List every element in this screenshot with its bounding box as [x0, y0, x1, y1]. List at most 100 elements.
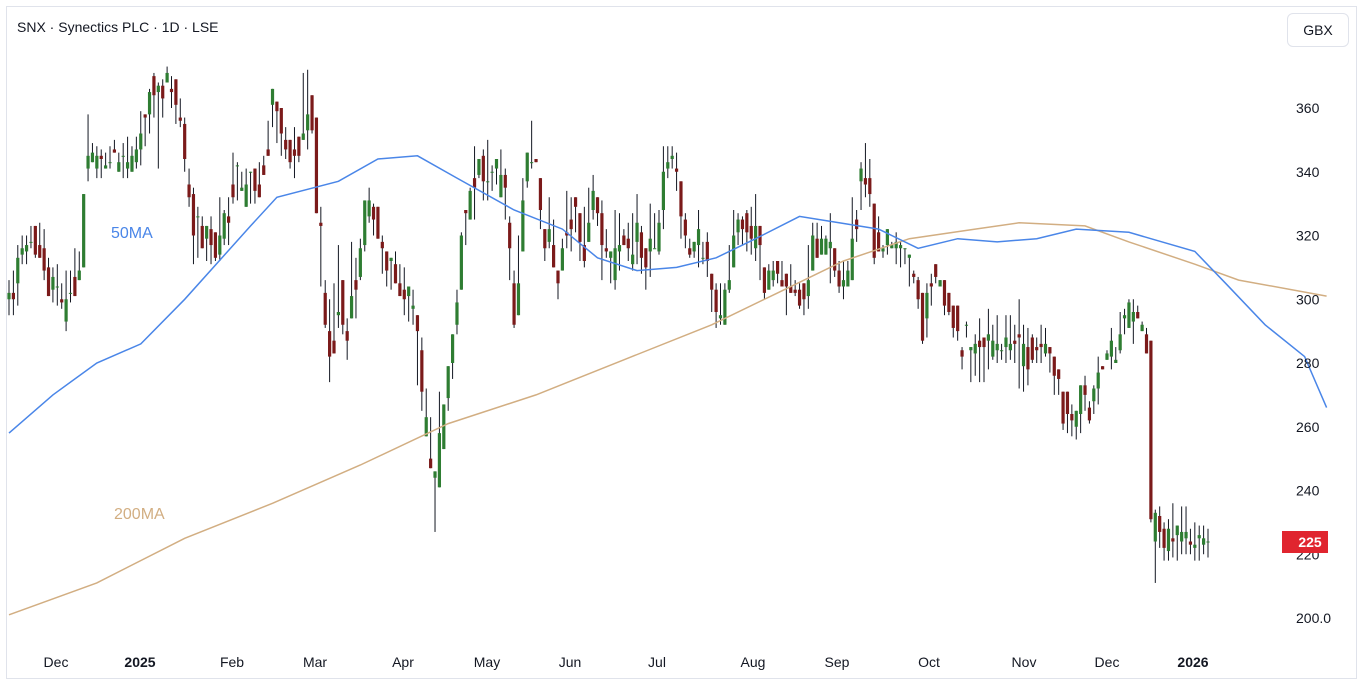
candle-body [1096, 372, 1100, 389]
candle [793, 280, 797, 297]
candle-body [1008, 343, 1012, 351]
candle [947, 292, 951, 316]
candle-body [345, 331, 349, 341]
candle [178, 98, 182, 128]
candle [143, 114, 147, 147]
candle-body [117, 162, 121, 172]
candle [631, 213, 635, 271]
candle-body [442, 404, 446, 450]
candle-body [1004, 337, 1008, 348]
candle-body [490, 171, 494, 173]
candle-body [1188, 541, 1193, 545]
candle-body [1079, 385, 1083, 414]
candle [696, 210, 701, 268]
candle [169, 76, 174, 108]
candle-body [855, 219, 859, 230]
candle-body [1035, 347, 1039, 351]
candle [877, 216, 881, 252]
candle [587, 187, 591, 242]
last-price-tag: 225 [1282, 531, 1328, 553]
candle [828, 213, 832, 284]
candle-body [1131, 312, 1135, 322]
candle-body [525, 152, 529, 182]
candle-body [349, 296, 354, 319]
candle [446, 366, 450, 411]
currency-button[interactable]: GBX [1287, 13, 1349, 47]
candle-body [622, 235, 626, 246]
candle-body [292, 149, 297, 156]
candle [284, 127, 288, 159]
candle-body [890, 245, 894, 249]
y-tick-label: 200.0 [1296, 610, 1331, 626]
candle-body [1100, 366, 1105, 370]
candle [521, 178, 525, 252]
candle [152, 72, 156, 118]
candle [187, 168, 191, 207]
candle-body [486, 181, 490, 183]
candle [784, 273, 788, 316]
candle [824, 235, 828, 255]
candle [1105, 350, 1109, 360]
candle [161, 79, 165, 118]
candle-body [358, 248, 362, 277]
candle [600, 200, 604, 281]
candle-body [459, 235, 463, 290]
candle [1083, 375, 1087, 411]
candle-body [1158, 516, 1162, 532]
candle [543, 229, 547, 261]
candle-body [205, 225, 209, 239]
candle [613, 210, 617, 290]
candle [60, 283, 64, 309]
candle-body [877, 232, 881, 252]
candle [46, 257, 51, 297]
candle [710, 273, 714, 312]
candle [1202, 525, 1206, 555]
candle-body [130, 155, 134, 172]
candle-body [266, 149, 270, 156]
candle-body [881, 248, 885, 252]
candle-body [139, 133, 143, 150]
candle-body [714, 289, 718, 312]
candle-body [516, 283, 521, 316]
candle-body [402, 289, 406, 300]
candle-body [218, 235, 222, 255]
candle [205, 225, 209, 261]
candle-body [314, 117, 319, 214]
candle [481, 149, 485, 201]
candle [648, 203, 652, 277]
candle [582, 206, 586, 268]
candle-body [679, 181, 683, 217]
candle-body [670, 155, 674, 159]
last-price-value: 225 [1298, 534, 1322, 550]
candle-body [604, 248, 608, 252]
candle-body [1057, 369, 1061, 379]
candle-body [472, 178, 477, 188]
candle [802, 283, 806, 316]
candle [1052, 356, 1056, 395]
candle-body [433, 471, 437, 478]
candle [1193, 522, 1197, 561]
candle-body [310, 95, 314, 131]
candle-body [450, 334, 455, 363]
candle-body [617, 245, 622, 252]
candle-body [143, 114, 147, 118]
candle [147, 88, 152, 134]
candle-body [20, 248, 24, 255]
candle-body [999, 350, 1004, 352]
candle-body [306, 114, 310, 131]
candle [402, 267, 406, 316]
candle-body [1144, 334, 1149, 354]
candle [1153, 509, 1157, 583]
candle [1180, 506, 1184, 555]
candle [767, 264, 771, 290]
candle-body [951, 305, 955, 328]
candle-body [969, 347, 973, 351]
candle [125, 136, 130, 179]
candle-body [789, 286, 793, 293]
candle-body [231, 184, 235, 198]
candle-body [73, 276, 77, 297]
candle [999, 343, 1004, 360]
candle-body [934, 264, 938, 277]
